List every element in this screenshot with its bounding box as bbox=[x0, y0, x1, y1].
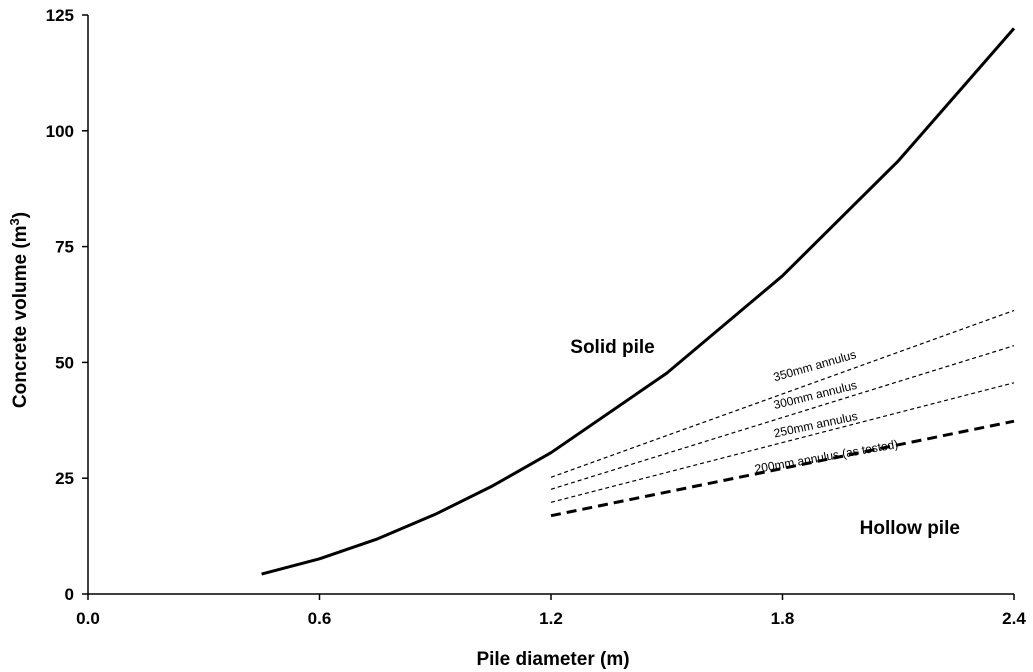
y-tick-label: 0 bbox=[65, 585, 74, 604]
y-tick-label: 25 bbox=[55, 469, 74, 488]
annotation-label: Hollow pile bbox=[860, 518, 960, 539]
x-axis-title: Pile diameter (m) bbox=[476, 649, 629, 670]
x-tick-label: 0.0 bbox=[76, 609, 100, 628]
x-tick-label: 0.6 bbox=[308, 609, 332, 628]
series-line-a350 bbox=[550, 309, 1015, 478]
series-line-solid bbox=[261, 27, 1016, 576]
annotation-label: Solid pile bbox=[570, 337, 654, 358]
y-tick-label: 75 bbox=[55, 238, 74, 257]
x-tick-label: 2.4 bbox=[1002, 609, 1026, 628]
series-line-a200 bbox=[550, 419, 1015, 518]
y-tick-label: 100 bbox=[46, 122, 74, 141]
axes: 0.0 0.6 1.2 1.8 2.4 0 25 50 75 100 125 bbox=[46, 6, 1027, 628]
annotation-label: 350mm annulus bbox=[772, 347, 858, 384]
series-line-a250 bbox=[550, 382, 1015, 503]
y-tick-label: 125 bbox=[46, 6, 74, 25]
series-line-a300 bbox=[550, 345, 1015, 490]
y-axis-title: Concrete volume (m3) bbox=[7, 212, 32, 408]
x-tick-label: 1.8 bbox=[771, 609, 795, 628]
annotation-label: 200mm annulus (as tested) bbox=[754, 437, 900, 476]
x-tick-label: 1.2 bbox=[539, 609, 563, 628]
y-tick-label: 50 bbox=[55, 353, 74, 372]
plot-series bbox=[261, 27, 1016, 576]
annotation-label: 250mm annulus bbox=[772, 409, 858, 440]
